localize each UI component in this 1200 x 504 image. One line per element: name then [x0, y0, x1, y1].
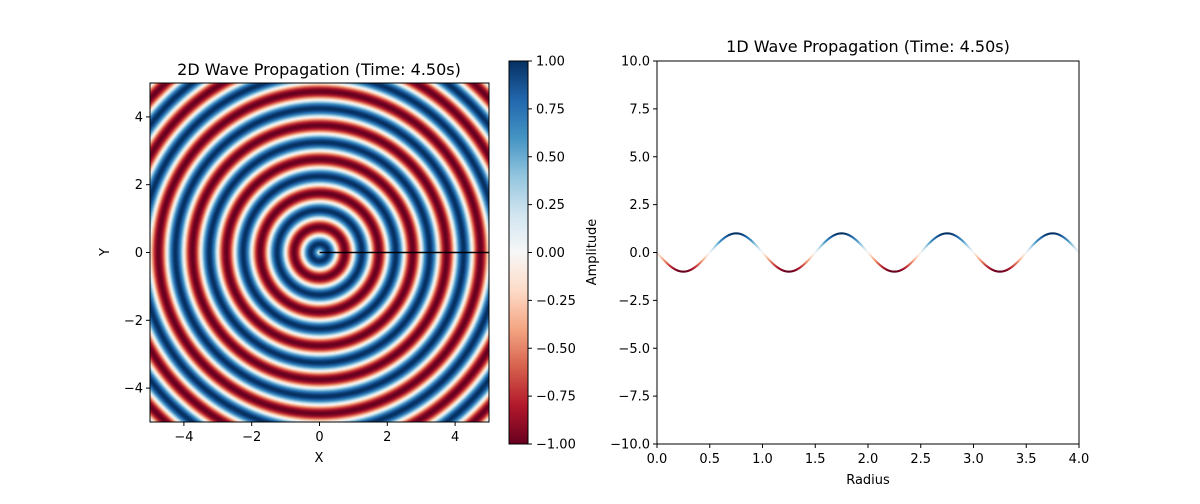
colorbar-tick-label: −0.75: [536, 390, 576, 405]
wave-line: [657, 233, 1079, 271]
heatmap-chart: 2D Wave Propagation (Time: 4.50s) −4 −2 0 2…: [98, 60, 489, 466]
colorbar-tick-label: −0.50: [536, 342, 576, 357]
line-chart-x-label: Radius: [846, 473, 890, 488]
line-chart-y-tick-label: 0.0: [629, 246, 650, 261]
heatmap-x-tick-label: 4: [451, 430, 459, 445]
heatmap-y-label: Y: [98, 248, 113, 257]
colorbar-tick-label: 0.00: [536, 246, 565, 261]
line-chart-x-tick-label: 0.5: [699, 452, 720, 467]
heatmap-x-label: X: [315, 451, 324, 466]
colorbar-label: Amplitude: [585, 219, 600, 286]
line-chart-y-ticks: −10.0 −7.5 −5.0 −2.5 0.0 2.5 5.0 7.5 10.0: [610, 55, 657, 453]
line-chart-x-tick-label: 0.0: [647, 452, 668, 467]
heatmap-y-tick-label: −2: [124, 314, 143, 329]
line-chart: 1D Wave Propagation (Time: 4.50s) 0.0 0.5…: [610, 37, 1089, 488]
colorbar-tick-label: −1.00: [536, 438, 576, 453]
line-chart-x-tick-label: 2.0: [858, 452, 879, 467]
line-chart-x-tick-label: 4.0: [1069, 452, 1090, 467]
line-chart-x-tick-label: 1.5: [805, 452, 826, 467]
heatmap-x-tick-label: 0: [315, 430, 323, 445]
heatmap-y-tick-label: 0: [135, 246, 143, 261]
colorbar-tick-label: 0.50: [536, 150, 565, 165]
heatmap-y-tick-label: 2: [135, 178, 143, 193]
colorbar-tick-label: 1.00: [536, 55, 565, 70]
line-chart-x-tick-label: 1.0: [752, 452, 773, 467]
colorbar-tick-label: −0.25: [536, 294, 576, 309]
colorbar: −1.00 −0.75 −0.50 −0.25 0.00 0.25 0.50 0.75 1.00…: [509, 55, 600, 453]
line-chart-title: 1D Wave Propagation (Time: 4.50s): [726, 37, 1010, 56]
heatmap-y-ticks: −4 −2 0 2 4: [124, 110, 150, 396]
heatmap-title: 2D Wave Propagation (Time: 4.50s): [177, 60, 461, 79]
heatmap-y-tick-label: 4: [135, 110, 143, 125]
heatmap-x-ticks: −4 −2 0 2 4: [174, 422, 459, 445]
heatmap-x-tick-label: −2: [242, 430, 261, 445]
line-chart-y-tick-label: 2.5: [629, 198, 650, 213]
line-chart-y-tick-label: 5.0: [629, 150, 650, 165]
line-chart-y-tick-label: 7.5: [629, 102, 650, 117]
line-chart-x-tick-label: 3.5: [1016, 452, 1037, 467]
colorbar-gradient: [509, 61, 528, 444]
colorbar-tick-label: 0.75: [536, 102, 565, 117]
colorbar-ticks: −1.00 −0.75 −0.50 −0.25 0.00 0.25 0.50 0.75 1.00: [528, 55, 576, 453]
line-chart-y-tick-label: −7.5: [618, 390, 650, 405]
line-chart-x-tick-label: 2.5: [910, 452, 931, 467]
heatmap-y-tick-label: −4: [124, 382, 143, 397]
line-chart-x-tick-label: 3.0: [963, 452, 984, 467]
line-chart-y-tick-label: −5.0: [618, 342, 650, 357]
line-chart-y-tick-label: 10.0: [621, 55, 650, 70]
heatmap-x-tick-label: 2: [383, 430, 391, 445]
line-chart-y-tick-label: −2.5: [618, 294, 650, 309]
colorbar-tick-label: 0.25: [536, 198, 565, 213]
heatmap-x-tick-label: −4: [174, 430, 193, 445]
line-chart-x-ticks: 0.0 0.5 1.0 1.5 2.0 2.5 3.0 3.5 4.0: [647, 444, 1090, 467]
line-chart-y-tick-label: −10.0: [610, 438, 650, 453]
